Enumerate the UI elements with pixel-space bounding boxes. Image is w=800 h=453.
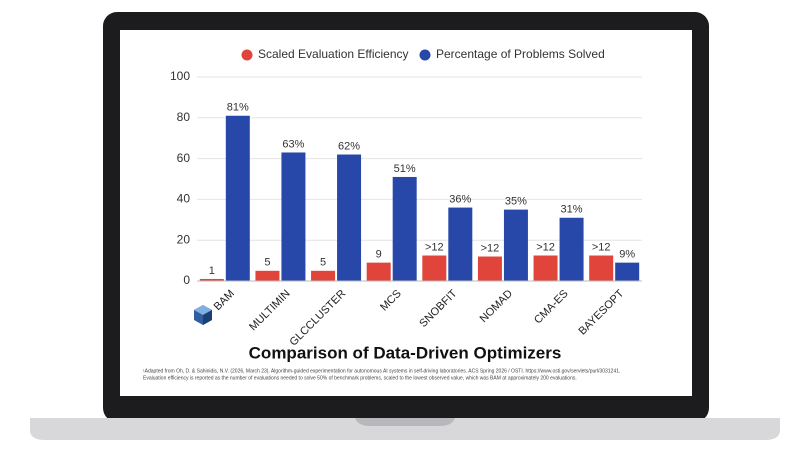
bar — [225, 115, 250, 281]
value-label: >12 — [592, 241, 611, 253]
value-label: >12 — [425, 241, 444, 253]
bar — [615, 262, 640, 281]
value-label: 5 — [264, 257, 270, 269]
y-tick-label: 60 — [177, 151, 191, 165]
laptop-base — [30, 418, 780, 440]
laptop-notch — [355, 418, 455, 426]
bar — [422, 255, 447, 281]
value-label: 1 — [209, 265, 215, 277]
y-tick-label: 0 — [183, 273, 190, 287]
bar — [392, 176, 417, 281]
footnote: ¹Adapted from Oh, D. & Sahinidis, N.V. (… — [143, 368, 620, 374]
value-label: 31% — [561, 204, 583, 216]
bar — [477, 256, 502, 281]
legend-label: Scaled Evaluation Efficiency — [258, 47, 409, 61]
value-label: >12 — [481, 242, 500, 254]
bar — [448, 207, 473, 281]
chart-title: Comparison of Data-Driven Optimizers — [249, 343, 562, 362]
legend-swatch — [241, 49, 253, 61]
value-label: 81% — [227, 102, 249, 114]
bar — [255, 270, 280, 281]
bar — [366, 262, 391, 281]
value-label: >12 — [536, 241, 555, 253]
y-tick-label: 20 — [177, 232, 191, 246]
value-label: 35% — [505, 196, 527, 208]
legend-label: Percentage of Problems Solved — [436, 47, 605, 61]
value-label: 36% — [449, 193, 471, 205]
value-label: 62% — [338, 140, 360, 152]
bar — [199, 278, 224, 281]
bar — [311, 270, 336, 281]
footnote: Evaluation efficiency is reported as the… — [143, 375, 577, 381]
bar — [559, 217, 584, 281]
legend-swatch — [419, 49, 431, 61]
bar — [533, 255, 558, 281]
bar — [589, 255, 614, 281]
value-label: 63% — [282, 138, 304, 150]
value-label: 5 — [320, 257, 326, 269]
cube-icon — [194, 305, 212, 325]
bar — [337, 154, 362, 281]
bar — [503, 209, 528, 281]
y-tick-label: 80 — [177, 110, 191, 124]
value-label: 51% — [394, 163, 416, 175]
bar — [281, 152, 306, 281]
y-tick-label: 100 — [170, 69, 190, 83]
y-tick-label: 40 — [177, 192, 191, 206]
value-label: 9% — [619, 249, 635, 261]
value-label: 9 — [376, 249, 382, 261]
